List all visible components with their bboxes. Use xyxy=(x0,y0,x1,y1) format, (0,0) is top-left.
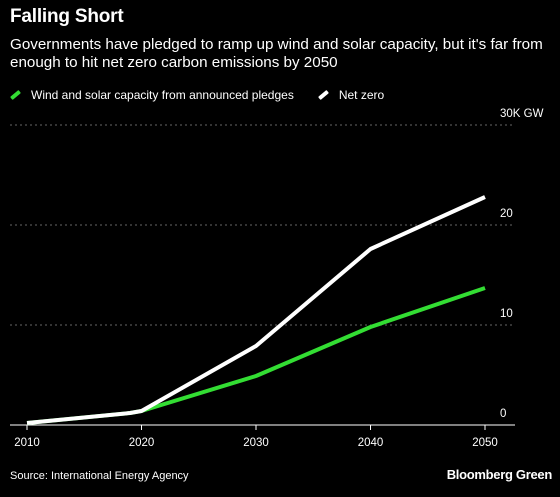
x-tick-label: 2010 xyxy=(14,437,40,449)
chart-subtitle: Governments have pledged to ramp up wind… xyxy=(10,36,543,71)
brand-logo: Bloomberg Green xyxy=(446,467,553,482)
series-line-net-zero xyxy=(26,195,486,425)
legend-label-net-zero: Net zero xyxy=(338,88,385,102)
y-tick-label: 0 xyxy=(500,408,506,420)
legend-item-pledges: Wind and solar capacity from announced p… xyxy=(10,88,294,102)
chart-title: Falling Short xyxy=(10,6,124,27)
x-tick-label: 2030 xyxy=(243,437,269,449)
x-tick-label: 2050 xyxy=(472,437,498,449)
source-note: Source: International Energy Agency xyxy=(10,470,189,482)
x-tick-label: 2020 xyxy=(129,437,155,449)
x-tick-label: 2040 xyxy=(358,437,384,449)
y-tick-label: 10 xyxy=(500,308,513,320)
legend-item-net-zero: Net zero xyxy=(317,88,385,102)
series-line-pledges xyxy=(26,286,486,425)
y-tick-label: 30K GW xyxy=(500,108,544,120)
y-tick-label: 20 xyxy=(500,208,513,220)
legend: Wind and solar capacity from announced p… xyxy=(10,88,408,102)
legend-label-pledges: Wind and solar capacity from announced p… xyxy=(31,88,294,102)
